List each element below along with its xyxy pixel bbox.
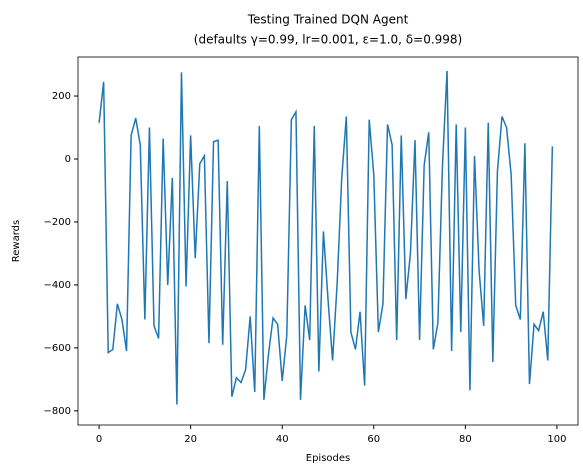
x-tick-label: 40 <box>276 434 289 445</box>
y-tick-label: −400 <box>44 280 71 291</box>
y-tick-label: −800 <box>44 406 71 417</box>
x-axis-label: Episodes <box>306 453 350 464</box>
y-axis-label: Rewards <box>11 220 22 262</box>
y-tick-label: 200 <box>52 91 71 102</box>
x-tick-label: 20 <box>184 434 197 445</box>
x-tick-label: 60 <box>367 434 380 445</box>
chart-title: Testing Trained DQN Agent <box>247 13 409 27</box>
y-tick-label: −600 <box>44 343 71 354</box>
y-tick-label: −200 <box>44 217 71 228</box>
x-tick-label: 80 <box>459 434 472 445</box>
line <box>98 70 554 405</box>
chart-subtitle: (defaults γ=0.99, lr=0.001, ε=1.0, δ=0.9… <box>194 33 462 47</box>
plot-frame <box>77 56 579 426</box>
x-tick-label: 100 <box>547 434 566 445</box>
x-tick-label: 0 <box>96 434 102 445</box>
y-tick-label: 0 <box>65 154 71 165</box>
